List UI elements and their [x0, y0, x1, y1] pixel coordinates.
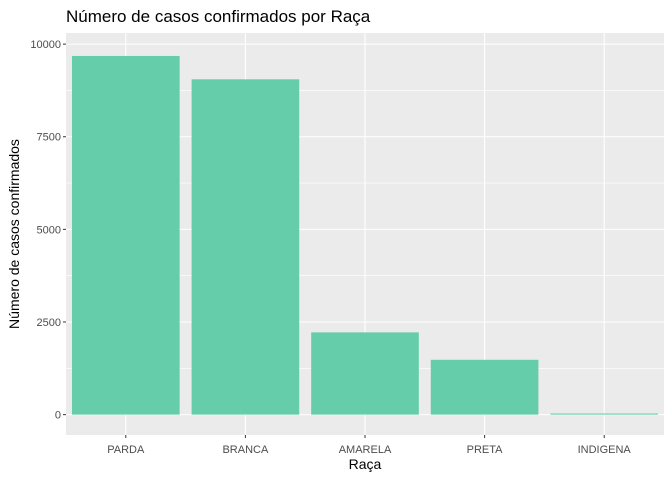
x-tick-label: AMARELA	[339, 444, 392, 456]
x-tick-label: PRETA	[467, 444, 504, 456]
y-tick-label: 10000	[30, 39, 61, 51]
bars	[71, 55, 659, 415]
y-tick-label: 2500	[37, 317, 61, 329]
bar-preta	[430, 359, 539, 415]
x-axis: PARDA BRANCA AMARELA PRETA INDIGENA	[107, 435, 631, 456]
bar-branca	[191, 79, 300, 415]
x-axis-title: Raça	[349, 456, 382, 472]
y-tick-label: 7500	[37, 132, 61, 144]
bar-indigena	[550, 413, 659, 415]
x-tick-label: PARDA	[107, 444, 145, 456]
x-tick-label: BRANCA	[222, 444, 269, 456]
bar-amarela	[311, 332, 419, 415]
y-axis-title: Número de casos confirmados	[6, 139, 22, 329]
y-tick-label: 5000	[37, 224, 61, 236]
chart-title: Número de casos confirmados por Raça	[66, 7, 371, 26]
y-axis: 0 2500 5000 7500 10000	[30, 39, 66, 422]
y-tick-label: 0	[55, 410, 61, 422]
x-tick-label: INDIGENA	[578, 444, 632, 456]
bar-parda	[71, 55, 180, 415]
